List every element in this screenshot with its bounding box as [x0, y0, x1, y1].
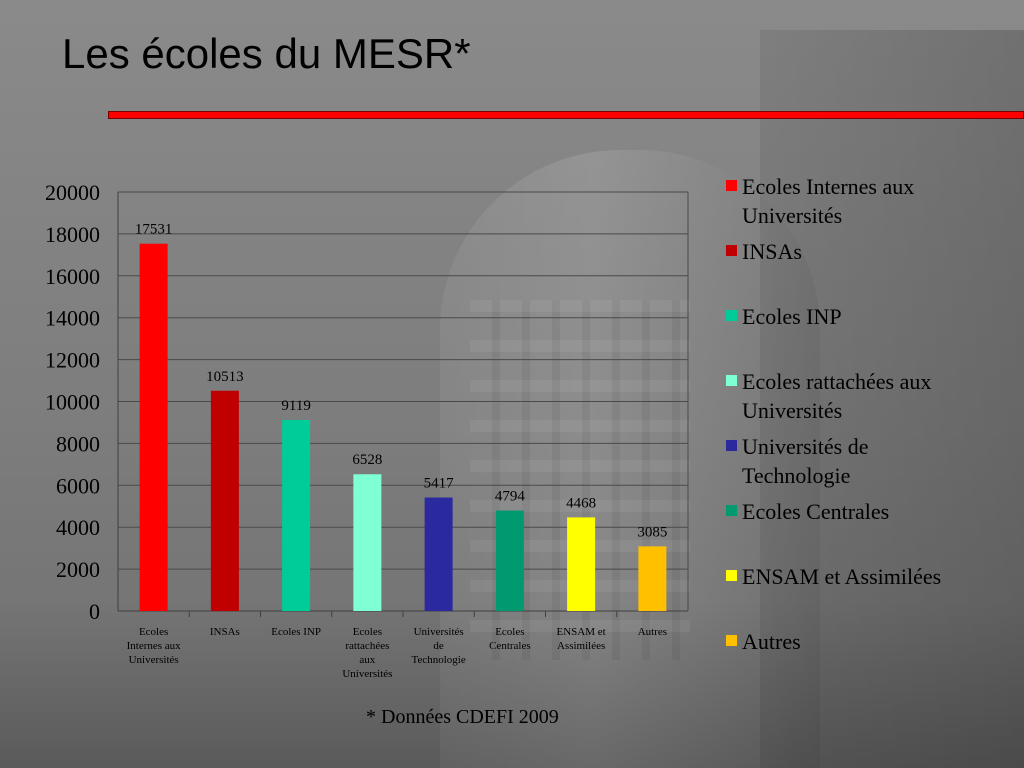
x-category-label: de	[433, 640, 444, 652]
legend-label: ENSAM et Assimilées	[742, 562, 941, 591]
x-category-label: Ecoles	[139, 626, 168, 638]
y-tick-label: 18000	[45, 222, 100, 247]
legend-label-line: INSAs	[742, 239, 802, 264]
data-label: 4468	[566, 495, 596, 511]
y-tick-label: 16000	[45, 264, 100, 289]
y-tick-label: 6000	[56, 473, 100, 498]
data-label: 5417	[424, 476, 455, 492]
x-category-label: Universités	[342, 668, 392, 680]
x-category-label: Autres	[638, 626, 667, 638]
bar	[353, 474, 382, 611]
y-tick-label: 20000	[45, 180, 100, 205]
y-tick-label: 10000	[45, 390, 100, 415]
data-label: 4794	[495, 489, 526, 505]
x-category-label: Centrales	[489, 640, 531, 652]
legend-label: Ecoles INP	[742, 302, 842, 331]
bar	[139, 243, 168, 611]
legend-label-line: Universités de	[742, 434, 869, 459]
legend-swatch	[726, 310, 737, 321]
bar	[282, 419, 311, 611]
legend-swatch	[726, 505, 737, 516]
data-label: 6528	[352, 452, 382, 468]
data-label: 17531	[135, 222, 173, 238]
legend-label-line: Ecoles INP	[742, 304, 842, 329]
y-tick-label: 2000	[56, 557, 100, 582]
x-category-label: INSAs	[210, 626, 240, 638]
legend-label: Autres	[742, 627, 801, 656]
legend-label: Universités de Technologie	[742, 432, 868, 490]
x-category-label: Universités	[129, 654, 179, 666]
legend-label-line: Universités	[742, 398, 843, 423]
data-label: 9119	[281, 398, 310, 414]
x-category-label: Ecoles	[495, 626, 524, 638]
x-category-label: ENSAM et	[557, 626, 606, 638]
footnote: * Données CDEFI 2009	[366, 706, 559, 728]
x-category-label: Ecoles	[353, 626, 382, 638]
x-category-label: rattachées	[345, 640, 389, 652]
x-category-label: Technologie	[412, 654, 466, 666]
y-tick-label: 8000	[56, 431, 100, 456]
x-category-label: aux	[359, 654, 375, 666]
legend-label: Ecoles Centrales	[742, 497, 889, 526]
x-category-label: Internes aux	[127, 640, 182, 652]
y-tick-label: 14000	[45, 306, 100, 331]
background-building-image-right	[760, 30, 1024, 768]
legend-label-line: Technologie	[742, 463, 851, 488]
legend-label-line: Ecoles Centrales	[742, 499, 890, 524]
legend-label-line: ENSAM et Assimilées	[742, 564, 942, 589]
y-tick-label: 4000	[56, 515, 100, 540]
legend-label-line: Ecoles rattachées aux	[742, 369, 932, 394]
bar	[210, 390, 239, 611]
x-category-label: Assimilées	[557, 640, 605, 652]
data-label: 3085	[637, 524, 667, 540]
legend-swatch	[726, 440, 737, 451]
legend-swatch	[726, 570, 737, 581]
data-label: 10513	[206, 369, 244, 385]
bar	[424, 497, 453, 611]
bar	[638, 546, 667, 611]
legend-swatch	[726, 635, 737, 646]
background-ground	[0, 600, 1024, 768]
x-category-label: Ecoles INP	[271, 626, 321, 638]
x-category-label: Universités	[414, 626, 464, 638]
legend-label: Ecoles rattachées aux Universités	[742, 367, 931, 425]
background-building-image	[440, 150, 820, 768]
legend-swatch	[726, 180, 737, 191]
legend-swatch	[726, 375, 737, 386]
slide-title: Les écoles du MESR*	[62, 30, 471, 77]
legend-label-line: Ecoles Internes aux	[742, 174, 915, 199]
y-tick-label: 0	[89, 599, 100, 624]
bar	[495, 510, 524, 611]
legend-label: INSAs	[742, 237, 802, 266]
legend-label: Ecoles Internes aux Universités	[742, 172, 914, 230]
legend-label-line: Universités	[742, 203, 843, 228]
legend-label-line: Autres	[742, 629, 801, 654]
bar	[567, 517, 596, 611]
y-tick-label: 12000	[45, 348, 100, 373]
legend-swatch	[726, 245, 737, 256]
